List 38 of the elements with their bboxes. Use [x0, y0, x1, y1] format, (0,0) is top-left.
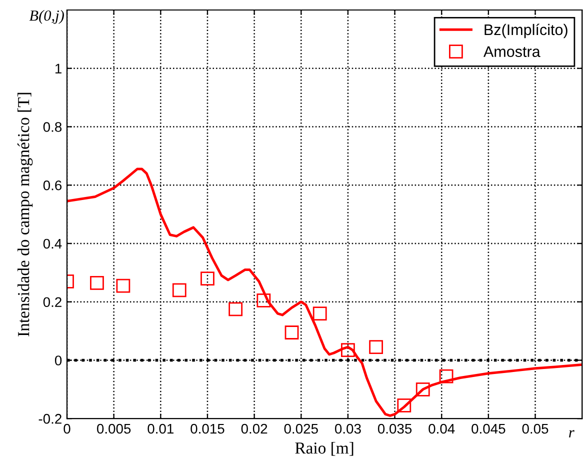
- y-tick-label: 1: [55, 64, 62, 74]
- x-tick-label: 0: [64, 424, 70, 434]
- legend-label: Amostra: [483, 46, 540, 58]
- x-tick-label: 0.045: [472, 424, 506, 434]
- y-axis-title: Intensidade do campo magnético [T]: [17, 92, 33, 336]
- point: [416, 382, 430, 396]
- point: [341, 343, 355, 357]
- x-tick-label: 0.03: [334, 424, 361, 434]
- y-tick-label: 0.4: [43, 238, 62, 249]
- x-tick-label: 0.005: [96, 424, 131, 434]
- point: [172, 283, 186, 298]
- y-tick-label: 0.2: [43, 297, 62, 308]
- point: [369, 340, 383, 354]
- x-tick-label: 0.015: [190, 424, 224, 434]
- x-tick-label: 0.04: [428, 424, 455, 434]
- x-tick-label: 0.035: [378, 424, 412, 434]
- text: r: [569, 430, 574, 438]
- y-tick-label: 0.8: [43, 122, 62, 132]
- point: [284, 326, 299, 340]
- y-tick-label: 0: [54, 356, 62, 366]
- point: [116, 278, 130, 293]
- x-tick-label: 0.025: [284, 424, 318, 434]
- x-axis-title: Raio [m]: [295, 442, 354, 456]
- point: [200, 272, 214, 286]
- legend-label: Bz(Implícito): [484, 24, 568, 38]
- point: [90, 276, 104, 290]
- text: B(0,j): [29, 10, 64, 24]
- x-tick-label: 0.02: [241, 424, 268, 434]
- y-tick-label: -0.2: [38, 414, 62, 424]
- x-tick-label: 0.01: [148, 424, 174, 434]
- y-tick-label: 0.6: [43, 180, 62, 190]
- point: [397, 398, 412, 412]
- x-tick-label: 0.05: [522, 424, 548, 434]
- point: [256, 293, 271, 308]
- line-series: [67, 168, 582, 417]
- point: [228, 302, 243, 316]
- point: [312, 306, 327, 320]
- point: [439, 369, 454, 384]
